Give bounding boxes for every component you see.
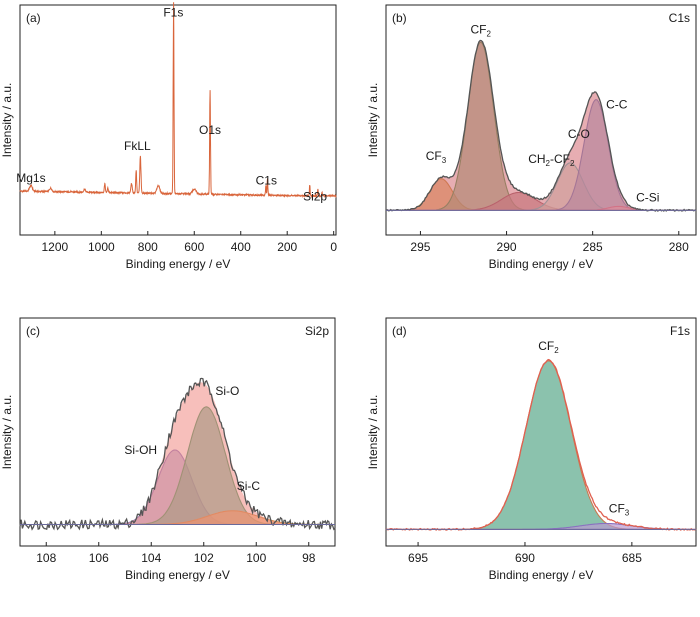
envelope-area <box>386 40 696 211</box>
panel-tag: (a) <box>26 11 41 25</box>
x-axis-label: Binding energy / eV <box>489 257 594 271</box>
x-tick-label: 285 <box>583 240 603 254</box>
panel-tag: (b) <box>392 11 407 25</box>
panel-tag: (c) <box>26 324 40 338</box>
component-label-ch2-cf2: CH2-CF2 <box>528 152 575 168</box>
x-tick-label: 98 <box>302 551 316 565</box>
panel-title: F1s <box>670 324 690 338</box>
x-tick-label: 695 <box>408 551 428 565</box>
panel-title: Si2p <box>305 324 329 338</box>
x-tick-label: 685 <box>622 551 642 565</box>
panel-b: 295 290 285 280 (b) C1s Binding energy / eV Int… <box>366 4 697 271</box>
measured-spectrum-line <box>385 39 697 212</box>
x-tick-label: 280 <box>669 240 689 254</box>
component-label-si-oh: Si-OH <box>124 443 157 457</box>
y-axis-label: Intensity / a.u. <box>366 395 380 470</box>
component-label-c-o: C-O <box>568 127 590 141</box>
peak-annotation: F1s <box>163 6 183 20</box>
y-axis-label: Intensity / a.u. <box>0 395 14 470</box>
x-tick-label: 295 <box>410 240 430 254</box>
x-tick-label: 400 <box>231 240 251 254</box>
survey-spectrum-line <box>19 2 337 199</box>
component-label-si-o: Si-O <box>215 384 239 398</box>
x-tick-label: 290 <box>497 240 517 254</box>
x-tick-label: 102 <box>194 551 214 565</box>
x-tick-label: 600 <box>184 240 204 254</box>
component-label-cf2: CF2 <box>470 22 491 38</box>
component-cf2-area <box>386 360 696 530</box>
plot-frame <box>385 317 697 547</box>
x-tick-label: 800 <box>138 240 158 254</box>
x-tick-label: 0 <box>330 240 337 254</box>
x-axis-label: Binding energy / eV <box>489 568 594 582</box>
plot-frame <box>385 4 697 236</box>
component-label-cf3: CF3 <box>609 502 630 518</box>
panel-tag: (d) <box>392 324 407 338</box>
x-tick-label: 200 <box>277 240 297 254</box>
y-axis-label: Intensity / a.u. <box>366 83 380 158</box>
plot-frame <box>19 4 337 236</box>
plot-frame <box>19 317 336 547</box>
x-tick-label: 1200 <box>42 240 69 254</box>
component-label-si-c: Si-C <box>237 479 261 493</box>
x-axis-label: Binding energy / eV <box>126 257 231 271</box>
x-tick-label: 104 <box>141 551 161 565</box>
peak-annotation: Mg1s <box>16 171 45 185</box>
panel-title: C1s <box>669 11 690 25</box>
panel-d: 695 690 685 (d) F1s Binding energy / eV Intens… <box>366 317 697 582</box>
x-tick-label: 100 <box>246 551 266 565</box>
x-tick-label: 1000 <box>88 240 115 254</box>
x-tick-label: 106 <box>89 551 109 565</box>
peak-annotation: C1s <box>256 173 277 187</box>
x-axis-label: Binding energy / eV <box>125 568 230 582</box>
component-label-cf3: CF3 <box>426 149 447 165</box>
x-tick-label: 108 <box>36 551 56 565</box>
x-tick-label: 690 <box>515 551 535 565</box>
panel-a: 1200 1000 800 600 400 200 0 (a) Binding energy /… <box>0 2 337 271</box>
envelope-area <box>20 382 335 525</box>
component-label-c-c: C-C <box>606 97 628 111</box>
panel-c: 108 106 104 102 100 98 (c) Si2p Binding energy /… <box>0 317 336 582</box>
peak-annotation: O1s <box>199 123 221 137</box>
component-label-cf2: CF2 <box>538 339 559 355</box>
y-axis-label: Intensity / a.u. <box>0 83 14 158</box>
peak-annotation: Si2p <box>303 190 327 204</box>
component-label-c-si: C-Si <box>636 190 659 204</box>
peak-annotation: FkLL <box>124 139 151 153</box>
